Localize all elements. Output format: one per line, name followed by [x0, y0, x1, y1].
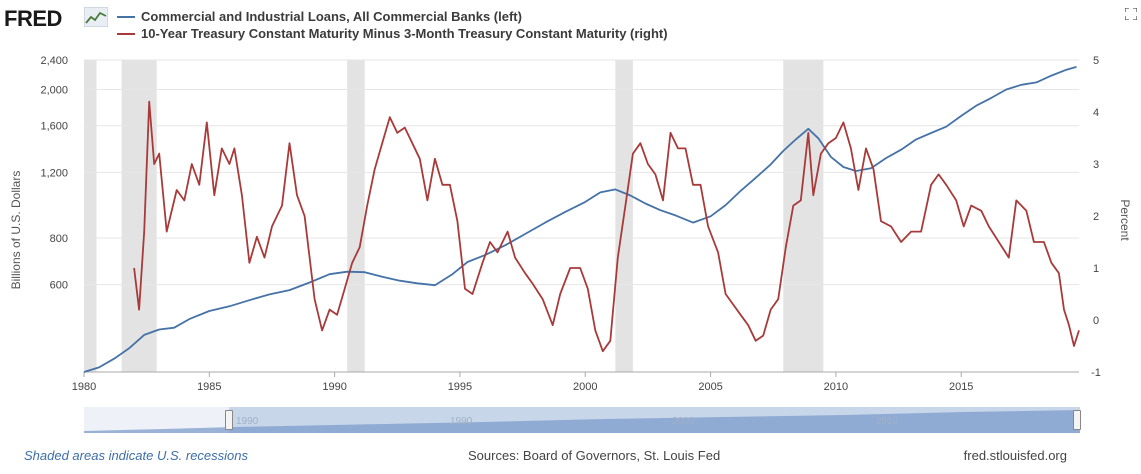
y-tick-label-left: 2,400	[40, 55, 68, 67]
x-tick-label: 1990	[322, 381, 346, 393]
legend-label-spread: 10-Year Treasury Constant Maturity Minus…	[141, 26, 668, 41]
site-link[interactable]: fred.stlouisfed.org	[963, 448, 1067, 463]
y-tick-label-right: 2	[1093, 211, 1099, 223]
y-tick-label-right: 3	[1093, 159, 1099, 171]
chart-footer: Shaded areas indicate U.S. recessions So…	[0, 445, 1141, 469]
legend-swatch-spread	[117, 32, 135, 35]
y-tick-label-left: 1,200	[40, 167, 68, 179]
legend-swatch-loans	[117, 15, 135, 18]
line-chart: 2,400 2,000 1,600 1,200 800 600 5 4 3 2 1 0 -1 1980 19…	[40, 55, 1101, 393]
x-tick-label: 1985	[197, 381, 221, 393]
legend-label-loans: Commercial and Industrial Loans, All Com…	[141, 9, 522, 24]
y-tick-label-left: 1,600	[40, 121, 68, 133]
recession-band	[783, 60, 824, 372]
range-navigator[interactable]: 1990 1990 2000 2010	[84, 407, 1081, 433]
y-tick-label-right: 4	[1093, 107, 1099, 119]
y-tick-label-right: 5	[1093, 55, 1099, 67]
legend-item-spread: 10-Year Treasury Constant Maturity Minus…	[117, 25, 668, 42]
y-tick-label-right: 0	[1093, 315, 1099, 327]
x-tick-label: 2000	[573, 381, 597, 393]
recession-band	[347, 60, 365, 372]
navigator-label: 2000	[672, 416, 695, 427]
fred-logo[interactable]: FRED	[4, 6, 62, 31]
source-note: Sources: Board of Governors, St. Louis F…	[468, 448, 721, 463]
x-tick-label: 2010	[824, 381, 848, 393]
navigator-label: 2010	[876, 416, 899, 427]
recession-note: Shaded areas indicate U.S. recessions	[24, 448, 249, 463]
y-tick-label-left: 600	[50, 280, 68, 292]
y-tick-label-left: 800	[50, 233, 68, 245]
legend-item-loans: Commercial and Industrial Loans, All Com…	[117, 8, 668, 25]
y-tick-label-right: 1	[1093, 263, 1099, 275]
navigator-label: 1990	[450, 416, 473, 427]
chart-header: FRED Commercial and Industrial Loans, Al…	[0, 0, 1141, 50]
chart-legend: Commercial and Industrial Loans, All Com…	[117, 8, 668, 42]
recession-band	[84, 60, 97, 372]
x-tick-label: 1980	[72, 381, 96, 393]
navigator-label: 1990	[236, 416, 259, 427]
series-line-loans	[83, 66, 1077, 373]
navigator-left-handle[interactable]	[225, 410, 233, 430]
series-line-spread	[133, 100, 1080, 353]
navigator-right-handle[interactable]	[1073, 410, 1081, 430]
recession-band	[121, 60, 157, 372]
x-tick-label: 2005	[698, 381, 722, 393]
y-tick-label-right: -1	[1091, 367, 1101, 379]
x-tick-label: 2015	[949, 381, 973, 393]
y-tick-label-left: 2,000	[40, 85, 68, 97]
navigator-series-area	[84, 410, 1080, 433]
plot-area	[84, 60, 1079, 372]
fred-logo-chart-icon	[84, 7, 108, 27]
x-tick-label: 1995	[448, 381, 472, 393]
